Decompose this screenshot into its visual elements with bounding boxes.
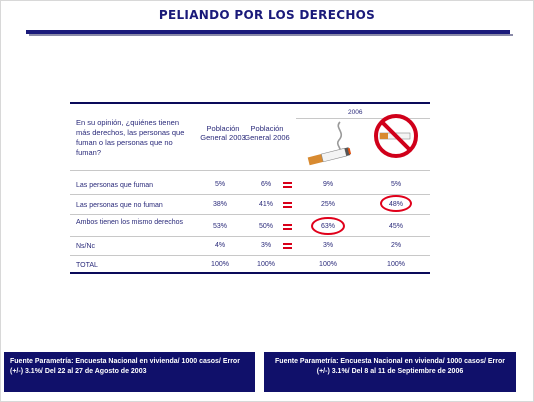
row-rule: [70, 255, 430, 256]
cell-both-2003: 53%: [212, 223, 227, 230]
cell-nsnc-2006: 3%: [260, 242, 272, 249]
survey-table: 2006 En su opinión, ¿quiénes tienen más …: [70, 102, 430, 274]
title-underline-shadow: [29, 34, 513, 36]
page-title: PELIANDO POR LOS DERECHOS: [158, 8, 376, 22]
column-header-2006: Población General 2006: [244, 124, 290, 142]
equal-sign-icon: [283, 182, 292, 189]
cell-nsnc-nonsmoker: 2%: [390, 242, 402, 249]
row-label-smokers: Las personas que fuman: [76, 182, 154, 189]
equal-sign-icon: [283, 243, 292, 250]
source-note-2003: Fuente Parametría: Encuesta Nacional en …: [4, 352, 255, 392]
cell-nonsmokers-2003: 38%: [212, 201, 227, 208]
cell-total-2006: 100%: [257, 261, 275, 268]
table-top-rule: [70, 102, 430, 104]
equal-sign-icon: [283, 224, 292, 231]
cell-total-nonsmoker: 100%: [387, 261, 405, 268]
cell-smokers-2006: 6%: [260, 181, 272, 188]
cell-both-2006: 50%: [258, 223, 273, 230]
row-label-total: TOTAL: [76, 262, 98, 269]
row-rule: [70, 214, 430, 215]
row-label-nonsmokers: Las personas que no fuman: [76, 202, 163, 209]
highlight-circle: [380, 195, 412, 212]
cell-smokers-2003: 5%: [214, 181, 226, 188]
cell-smokers-smoker: 9%: [322, 181, 334, 188]
column-header-2003: Población General 2003: [200, 124, 246, 142]
cell-nsnc-smoker: 3%: [322, 242, 334, 249]
year-group-rule: [296, 118, 430, 119]
title-underline: [26, 30, 510, 34]
cell-total-2003: 100%: [211, 261, 229, 268]
row-rule: [70, 194, 430, 195]
cell-nonsmokers-smoker: 25%: [320, 201, 335, 208]
cigarette-icon: [307, 121, 352, 166]
cell-both-nonsmoker: 45%: [388, 223, 403, 230]
header-rule: [70, 170, 430, 171]
row-label-both: Ambos tienen los mismo derechos: [76, 219, 183, 226]
source-note-2006: Fuente Parametría: Encuesta Nacional en …: [264, 352, 516, 392]
row-label-nsnc: Ns/Nc: [76, 243, 96, 250]
year-group-label: 2006: [348, 109, 363, 116]
equal-sign-icon: [283, 202, 292, 209]
cell-nonsmokers-2006: 41%: [258, 201, 273, 208]
cell-smokers-nonsmoker: 5%: [390, 181, 402, 188]
cell-nsnc-2003: 4%: [214, 242, 226, 249]
no-smoking-icon: [374, 114, 418, 158]
row-rule: [70, 236, 430, 237]
table-bottom-rule: [70, 272, 430, 274]
highlight-circle: [311, 217, 345, 235]
question-text: En su opinión, ¿quiénes tienen más derec…: [76, 118, 185, 157]
cell-total-smoker: 100%: [319, 261, 337, 268]
